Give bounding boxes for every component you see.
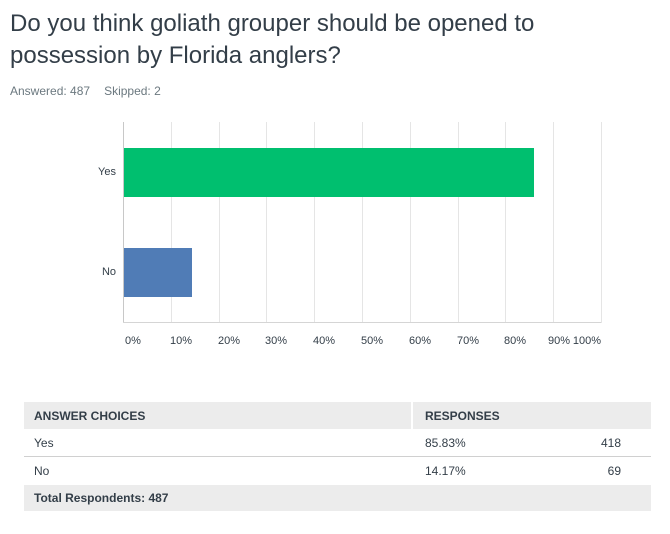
x-tick-label: 60% (408, 335, 432, 347)
header-responses[interactable]: RESPONSES (425, 408, 500, 423)
table-footer-row: Total Respondents: 487 (24, 485, 651, 511)
responses-table: ANSWER CHOICES RESPONSES Yes 85.83% 418 … (24, 402, 651, 511)
question-title: Do you think goliath grouper should be o… (10, 10, 535, 69)
response-count: 69 (607, 464, 621, 478)
gridline (219, 122, 220, 323)
table-header-row: ANSWER CHOICES RESPONSES (24, 402, 651, 429)
header-answer-choices[interactable]: ANSWER CHOICES (24, 402, 413, 429)
y-axis-line (123, 122, 124, 323)
x-tick-label: 90% (547, 335, 571, 347)
total-respondents: Total Respondents: 487 (34, 491, 169, 505)
x-tick-label: 30% (264, 335, 288, 347)
bar-chart: Yes No 0% 10% 20% 30% 40% 50% 60% 70% 80% 90% 100% (98, 122, 602, 347)
gridline (362, 122, 363, 323)
x-axis-line (123, 322, 601, 323)
answered-count: Answered: 487 (10, 84, 91, 98)
response-percent: 85.83% (425, 435, 466, 450)
x-tick-label: 10% (169, 335, 193, 347)
gridline (410, 122, 411, 323)
gridline (505, 122, 506, 323)
category-label-no: No (101, 266, 116, 278)
bar-no[interactable] (124, 248, 192, 297)
x-tick-label: 70% (456, 335, 480, 347)
x-tick-label: 100% (572, 335, 602, 347)
gridline (553, 122, 554, 323)
gridline (601, 122, 602, 323)
x-tick-label: 20% (217, 335, 241, 347)
x-tick-label: 50% (360, 335, 384, 347)
gridline (458, 122, 459, 323)
x-tick-label: 40% (312, 335, 336, 347)
gridline (266, 122, 267, 323)
x-tick-label: 80% (503, 335, 527, 347)
category-label-yes: Yes (98, 166, 116, 178)
answer-choice: No (34, 464, 50, 478)
gridline (171, 122, 172, 323)
plot-area (123, 122, 602, 323)
bar-yes[interactable] (124, 148, 534, 197)
response-percent: 14.17% (425, 464, 466, 478)
response-stats: Answered: 487 Skipped: 2 (10, 84, 161, 98)
x-tick-label: 0% (125, 335, 141, 347)
skipped-count: Skipped: 2 (104, 84, 161, 98)
response-count: 418 (600, 435, 621, 450)
table-row: Yes 85.83% 418 (24, 429, 651, 457)
table-row: No 14.17% 69 (24, 457, 651, 485)
header-count-spacer (563, 402, 641, 429)
gridline (314, 122, 315, 323)
answer-choice: Yes (34, 435, 54, 450)
